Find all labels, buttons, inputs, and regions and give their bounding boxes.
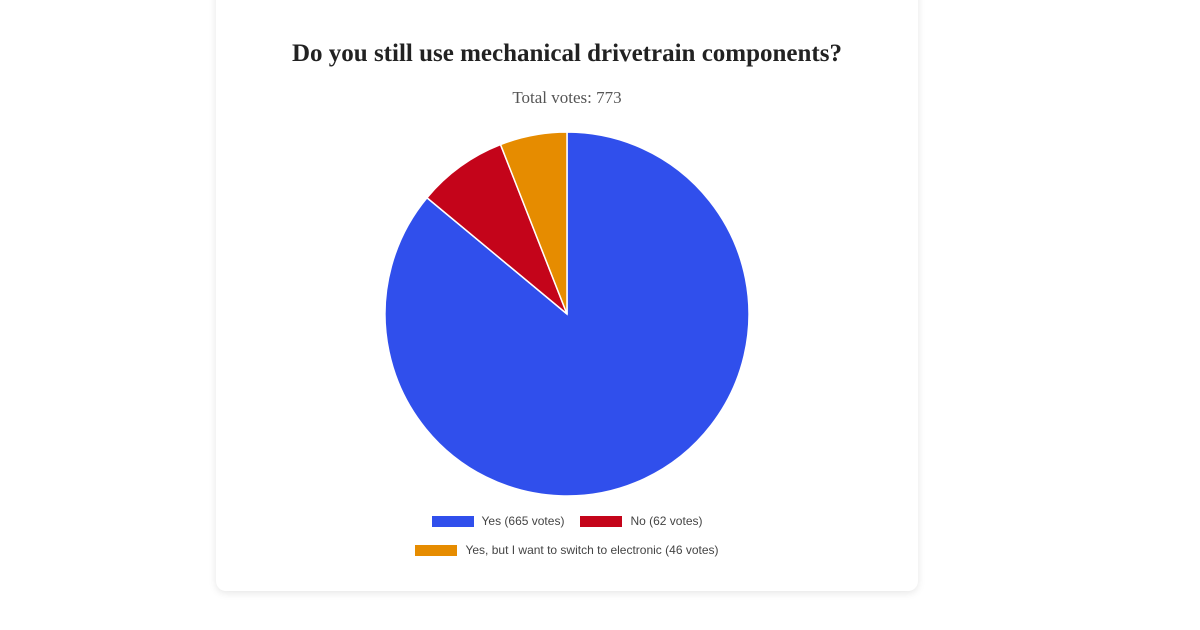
- total-votes: Total votes: 773: [512, 88, 622, 107]
- legend-item-yes[interactable]: Yes (665 votes): [431, 514, 565, 528]
- chart-title: Do you still use mechanical drivetrain c…: [292, 40, 842, 67]
- poll-card: Do you still use mechanical drivetrain c…: [216, 0, 918, 591]
- legend-swatch-yes: [431, 515, 474, 527]
- legend-label-yes: Yes (665 votes): [481, 514, 565, 528]
- pie-slice-no[interactable]: [425, 143, 568, 315]
- legend-label-yes-but-electronic: Yes, but I want to switch to electronic …: [465, 543, 719, 557]
- legend-row-2: Yes, but I want to switch to electronic …: [216, 543, 918, 557]
- legend-label-no: No (62 votes): [630, 514, 703, 528]
- legend-item-no[interactable]: No (62 votes): [580, 514, 702, 528]
- pie-slices: [384, 131, 750, 497]
- legend-row-1: Yes (665 votes) No (62 votes): [216, 514, 918, 528]
- pie-chart: [384, 131, 750, 497]
- legend-item-yes-but-electronic[interactable]: Yes, but I want to switch to electronic …: [415, 543, 719, 557]
- legend-swatch-yes-but-electronic: [415, 544, 458, 556]
- legend-swatch-no: [580, 515, 623, 527]
- pie-slice-yes-but-i-want-to-switch-to-electronic[interactable]: [499, 131, 568, 315]
